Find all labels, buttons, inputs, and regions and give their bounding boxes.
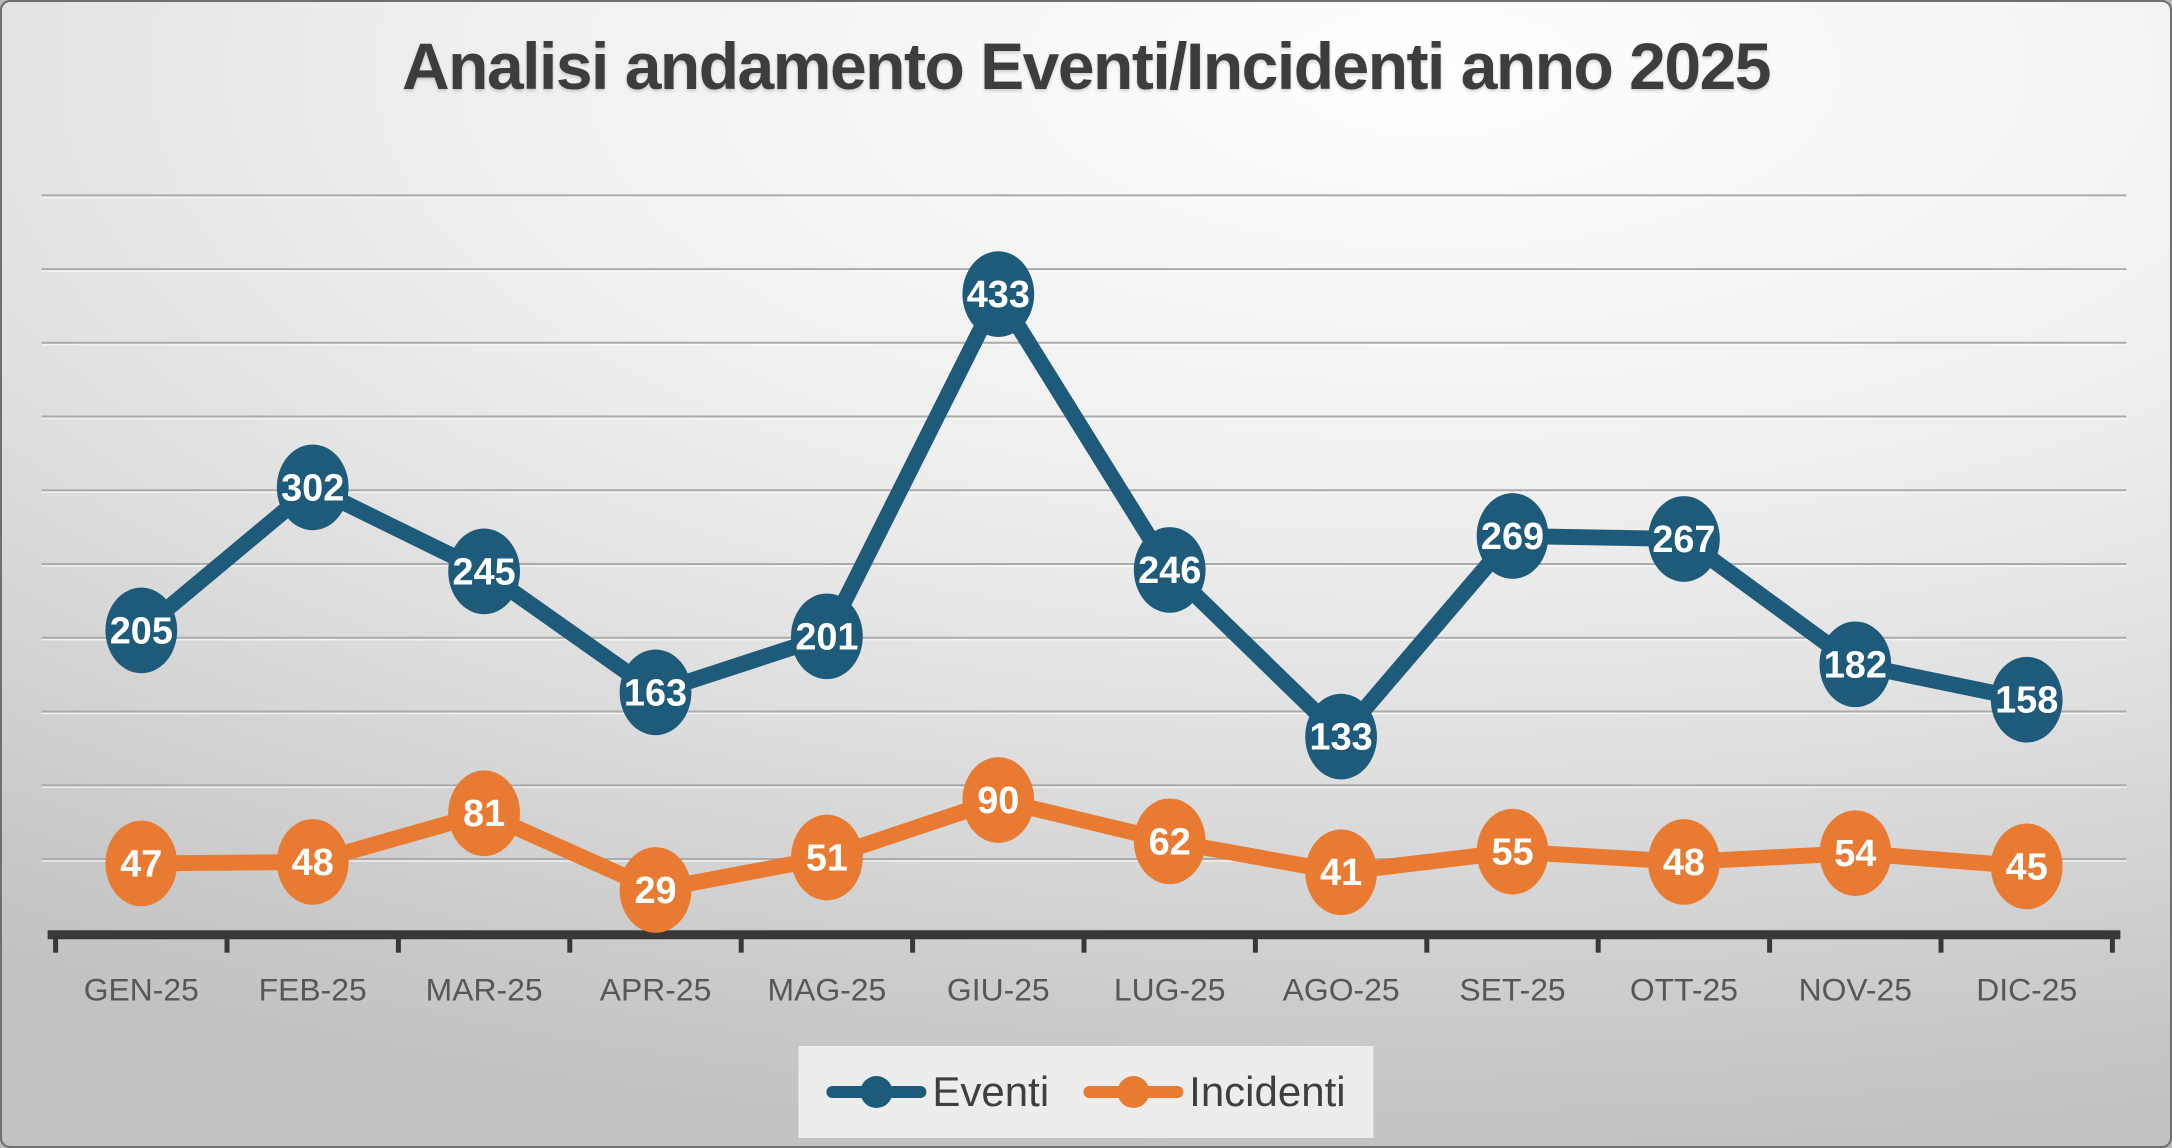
data-label-eventi: 302 — [281, 467, 344, 509]
data-label-eventi: 433 — [967, 274, 1030, 316]
data-label-incidenti: 48 — [1663, 842, 1705, 884]
x-axis-label: OTT-25 — [1630, 972, 1738, 1008]
data-label-incidenti: 90 — [977, 780, 1019, 822]
data-point-marker-eventi — [1819, 621, 1892, 708]
data-label-incidenti: 48 — [292, 842, 334, 884]
data-point-marker-eventi — [1476, 493, 1549, 579]
data-point-marker-eventi — [619, 649, 692, 736]
data-point-marker-incidenti — [1990, 823, 2063, 910]
data-label-eventi: 133 — [1310, 717, 1373, 759]
data-label-incidenti: 81 — [463, 793, 505, 835]
data-point-marker-eventi — [791, 593, 863, 680]
data-point-marker-incidenti — [1648, 819, 1720, 905]
data-label-incidenti: 47 — [120, 843, 162, 885]
legend-line-sample-icon — [826, 1076, 927, 1108]
data-point-marker-eventi — [1648, 496, 1720, 582]
data-label-incidenti: 54 — [1834, 833, 1876, 875]
series-line-incidenti — [133, 792, 2035, 898]
legend-marker-dot-icon — [1117, 1076, 1150, 1108]
x-axis-label: LUG-25 — [1114, 972, 1226, 1008]
data-point-marker-incidenti — [1819, 810, 1892, 896]
x-axis-label: GIU-25 — [947, 972, 1050, 1008]
data-point-marker-incidenti — [448, 770, 520, 857]
data-point-marker-incidenti — [619, 847, 692, 933]
data-label-incidenti: 62 — [1149, 821, 1191, 863]
x-axis-label: AGO-25 — [1283, 972, 1400, 1008]
x-axis-label: FEB-25 — [259, 972, 367, 1008]
data-label-incidenti: 55 — [1491, 832, 1533, 874]
data-point-marker-eventi — [1990, 656, 2063, 743]
data-label-eventi: 163 — [624, 672, 687, 714]
data-label-eventi: 269 — [1481, 516, 1544, 558]
data-point-marker-incidenti — [276, 819, 349, 905]
data-label-incidenti: 41 — [1320, 852, 1362, 894]
data-point-marker-eventi — [1133, 527, 1206, 613]
data-label-incidenti: 45 — [2006, 846, 2048, 888]
data-point-marker-eventi — [962, 251, 1035, 337]
data-point-marker-eventi — [105, 587, 178, 674]
data-point-marker-incidenti — [1133, 798, 1206, 885]
legend-label: Eventi — [932, 1068, 1050, 1115]
chart-legend: Eventi Incidenti — [798, 1046, 1374, 1138]
legend-line-sample-icon — [1083, 1076, 1184, 1108]
x-axis-label: GEN-25 — [84, 972, 199, 1008]
data-label-eventi: 158 — [1995, 680, 2058, 722]
data-point-marker-eventi — [1305, 693, 1377, 780]
data-label-eventi: 246 — [1138, 550, 1201, 592]
data-point-marker-eventi — [276, 444, 349, 531]
x-axis-label: SET-25 — [1459, 972, 1565, 1008]
legend-marker-dot-icon — [860, 1076, 893, 1108]
data-label-eventi: 201 — [795, 616, 858, 658]
series-line-eventi — [133, 286, 2035, 745]
data-point-marker-incidenti — [962, 757, 1035, 843]
legend-item-incidenti: Incidenti — [1083, 1068, 1346, 1116]
data-label-eventi: 267 — [1652, 519, 1715, 561]
data-label-incidenti: 51 — [806, 837, 848, 879]
data-point-marker-eventi — [448, 528, 520, 615]
x-axis-label: MAG-25 — [768, 972, 887, 1008]
x-axis-label: DIC-25 — [1976, 972, 2077, 1008]
data-point-marker-incidenti — [1476, 808, 1549, 895]
chart-title: Analisi andamento Eventi/Incidenti anno … — [401, 29, 1772, 103]
data-point-marker-incidenti — [1305, 829, 1377, 916]
x-axis-label: NOV-25 — [1799, 972, 1912, 1008]
data-label-incidenti: 29 — [634, 870, 676, 912]
x-axis-label: MAR-25 — [426, 972, 543, 1008]
data-label-eventi: 182 — [1824, 644, 1887, 686]
data-label-eventi: 245 — [453, 551, 516, 593]
x-axis-label: APR-25 — [600, 972, 712, 1008]
data-point-marker-incidenti — [791, 814, 863, 901]
legend-item-eventi: Eventi — [826, 1068, 1049, 1116]
data-label-eventi: 205 — [110, 610, 173, 652]
legend-label: Incidenti — [1189, 1068, 1346, 1115]
data-point-marker-incidenti — [105, 820, 178, 907]
